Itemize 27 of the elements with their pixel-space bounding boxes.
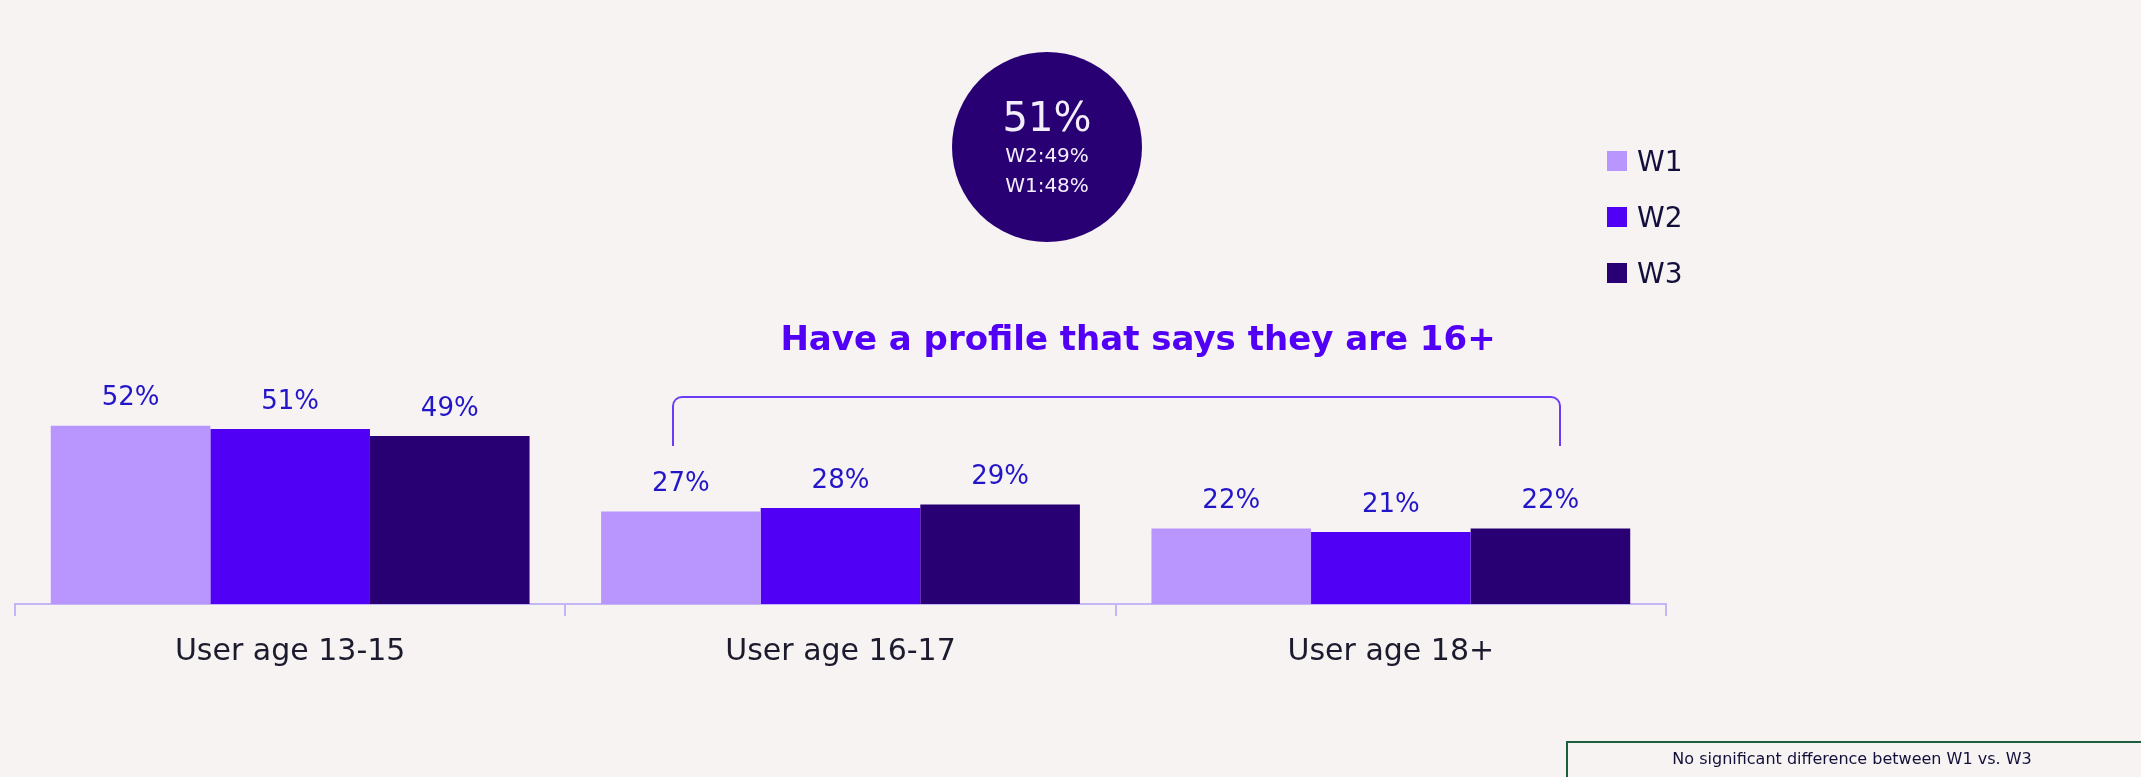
data-label: 27% <box>652 467 710 498</box>
bar <box>601 511 761 604</box>
data-label: 49% <box>420 391 479 422</box>
bar <box>50 425 211 604</box>
legend-label: W3 <box>1637 256 1683 290</box>
bar <box>210 429 370 604</box>
data-label: 28% <box>811 463 870 494</box>
data-label: 51% <box>261 384 320 415</box>
bar <box>1151 528 1312 604</box>
data-label: 29% <box>971 460 1029 491</box>
text: Have a profile that says they are 16+ <box>779 318 1497 358</box>
bar <box>369 435 530 604</box>
bar <box>1470 528 1631 604</box>
x-tick-label: User age 13-15 <box>174 631 406 667</box>
data-label: 52% <box>101 381 160 412</box>
bar <box>920 504 1080 604</box>
data-label: 22% <box>1202 484 1261 515</box>
x-tick-label: User age 18+ <box>1287 631 1495 667</box>
data-label: 21% <box>1361 487 1420 518</box>
legend-label: W1 <box>1637 144 1683 178</box>
circle-badge: 51% W2:49% W1:48% <box>952 52 1142 242</box>
bar <box>760 507 921 604</box>
data-label: 22% <box>1521 484 1580 515</box>
legend-label: W2 <box>1637 200 1683 234</box>
bar <box>1311 531 1471 604</box>
text: No significant difference between W1 vs. W3 <box>1566 741 2141 777</box>
x-tick-label: User age 16-17 <box>725 631 956 667</box>
